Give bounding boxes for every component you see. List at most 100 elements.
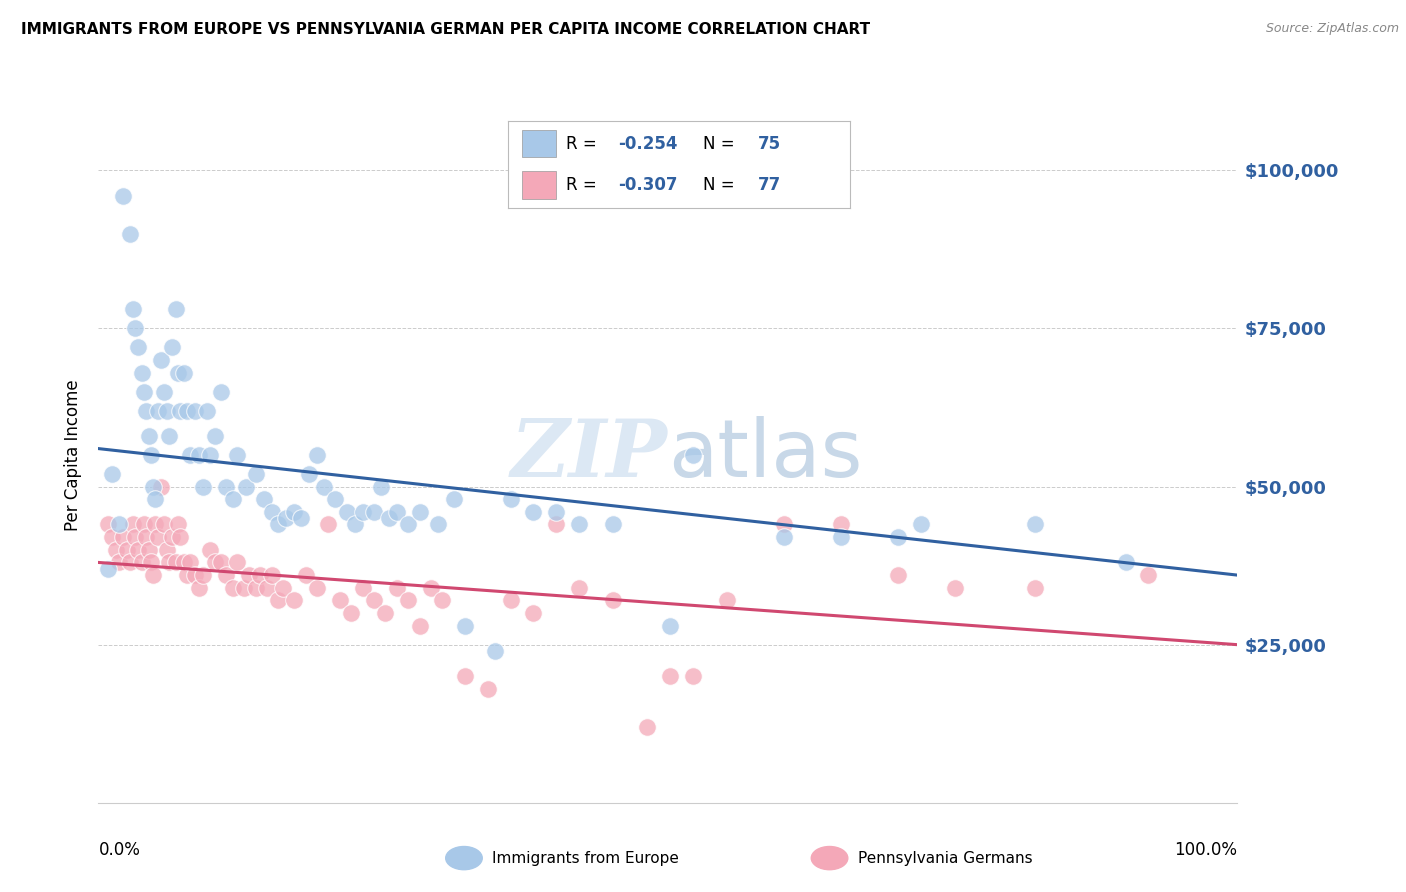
Point bbox=[169, 403, 191, 417]
Circle shape bbox=[811, 847, 848, 870]
Point bbox=[1137, 568, 1160, 582]
Point bbox=[165, 556, 187, 570]
Point bbox=[267, 517, 290, 532]
Point bbox=[179, 448, 201, 462]
Point bbox=[1115, 556, 1137, 570]
Point bbox=[352, 505, 374, 519]
Text: 100.0%: 100.0% bbox=[1174, 841, 1237, 859]
Point bbox=[343, 517, 366, 532]
Point bbox=[169, 530, 191, 544]
Point bbox=[477, 681, 499, 696]
Point bbox=[112, 530, 135, 544]
Point bbox=[193, 568, 215, 582]
Point bbox=[142, 479, 165, 493]
Point bbox=[146, 403, 169, 417]
Point bbox=[312, 479, 335, 493]
Point bbox=[226, 448, 249, 462]
Point bbox=[142, 568, 165, 582]
Point bbox=[329, 593, 352, 607]
Point bbox=[267, 593, 290, 607]
Point bbox=[830, 517, 852, 532]
Point bbox=[156, 403, 179, 417]
Point bbox=[374, 606, 396, 620]
Point bbox=[499, 492, 522, 507]
Point bbox=[131, 556, 153, 570]
Point bbox=[443, 492, 465, 507]
Point bbox=[499, 593, 522, 607]
Point bbox=[602, 517, 624, 532]
Point bbox=[96, 562, 118, 576]
Point bbox=[307, 581, 329, 595]
Point bbox=[138, 429, 160, 443]
Point bbox=[198, 542, 221, 557]
Point bbox=[1024, 581, 1046, 595]
Text: 0.0%: 0.0% bbox=[98, 841, 141, 859]
Point bbox=[568, 581, 591, 595]
Point bbox=[127, 542, 149, 557]
Point bbox=[176, 568, 198, 582]
Point bbox=[943, 581, 966, 595]
Point bbox=[209, 556, 232, 570]
Point bbox=[385, 581, 408, 595]
Point bbox=[135, 403, 157, 417]
Point bbox=[659, 669, 682, 683]
Point bbox=[252, 492, 274, 507]
Point bbox=[173, 556, 195, 570]
Point bbox=[121, 302, 143, 317]
Point bbox=[104, 542, 127, 557]
Point bbox=[127, 340, 149, 354]
Point bbox=[187, 581, 209, 595]
Point bbox=[773, 530, 796, 544]
Point bbox=[176, 403, 198, 417]
Point bbox=[830, 530, 852, 544]
Point bbox=[112, 188, 135, 202]
Point bbox=[145, 517, 167, 532]
Point bbox=[245, 581, 267, 595]
Point bbox=[222, 581, 245, 595]
Point bbox=[363, 593, 385, 607]
Point bbox=[226, 556, 249, 570]
Point bbox=[157, 556, 180, 570]
Point bbox=[120, 556, 142, 570]
Point bbox=[568, 517, 591, 532]
Point bbox=[396, 517, 419, 532]
Point bbox=[195, 403, 218, 417]
Point bbox=[165, 302, 187, 317]
Point bbox=[184, 403, 207, 417]
Point bbox=[298, 467, 321, 481]
Point bbox=[131, 366, 153, 380]
Point bbox=[276, 511, 298, 525]
Point bbox=[396, 593, 419, 607]
Point bbox=[157, 429, 180, 443]
Text: Source: ZipAtlas.com: Source: ZipAtlas.com bbox=[1265, 22, 1399, 36]
Point bbox=[124, 530, 146, 544]
Point bbox=[602, 593, 624, 607]
Point bbox=[283, 505, 305, 519]
Point bbox=[193, 479, 215, 493]
Point bbox=[887, 530, 910, 544]
Point bbox=[522, 606, 544, 620]
Point bbox=[260, 568, 283, 582]
Point bbox=[132, 517, 155, 532]
Point bbox=[249, 568, 271, 582]
Point bbox=[318, 517, 340, 532]
Point bbox=[146, 530, 169, 544]
Point bbox=[887, 568, 910, 582]
Point bbox=[340, 606, 363, 620]
Point bbox=[290, 511, 312, 525]
Point bbox=[167, 517, 190, 532]
Point bbox=[204, 429, 226, 443]
Point bbox=[454, 618, 477, 632]
Point bbox=[179, 556, 201, 570]
Text: atlas: atlas bbox=[668, 416, 862, 494]
Point bbox=[256, 581, 278, 595]
Text: ZIP: ZIP bbox=[510, 417, 668, 493]
Point bbox=[426, 517, 449, 532]
Text: IMMIGRANTS FROM EUROPE VS PENNSYLVANIA GERMAN PER CAPITA INCOME CORRELATION CHAR: IMMIGRANTS FROM EUROPE VS PENNSYLVANIA G… bbox=[21, 22, 870, 37]
Point bbox=[135, 530, 157, 544]
Point bbox=[145, 492, 167, 507]
Point bbox=[215, 479, 238, 493]
Point bbox=[115, 542, 138, 557]
Point bbox=[385, 505, 408, 519]
Point bbox=[370, 479, 392, 493]
